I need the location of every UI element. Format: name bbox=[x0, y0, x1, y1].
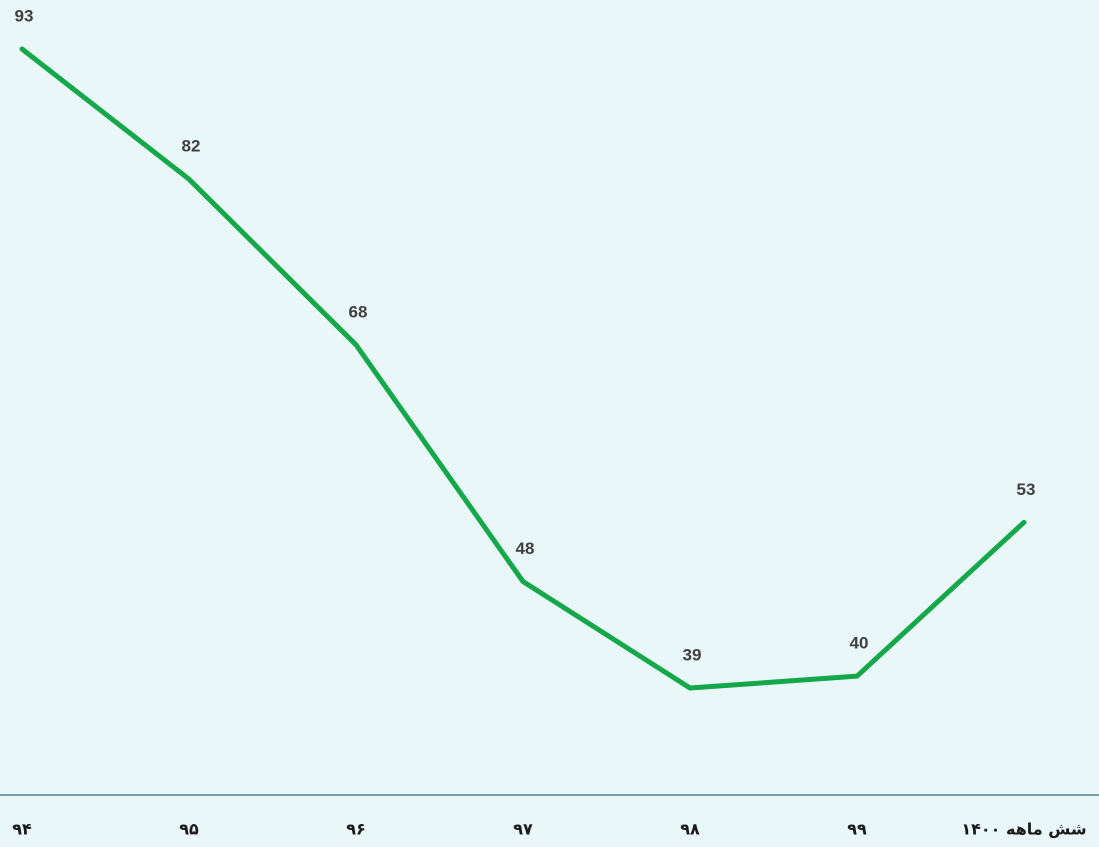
x-tick-label: شش ماهه ۱۴۰۰ bbox=[961, 820, 1086, 839]
x-tick-label: ۹۷ bbox=[513, 820, 533, 839]
x-tick-label: ۹۶ bbox=[346, 820, 366, 839]
data-label: 93 bbox=[15, 6, 34, 25]
x-tick-label: ۹۸ bbox=[680, 820, 700, 839]
x-tick-label: ۹۹ bbox=[847, 820, 867, 839]
x-tick-label: ۹۵ bbox=[179, 820, 199, 839]
data-label: 68 bbox=[349, 302, 368, 321]
x-tick-label: ۹۴ bbox=[12, 820, 32, 839]
line-series bbox=[19, 46, 1027, 691]
data-label: 82 bbox=[182, 137, 201, 156]
data-label: 53 bbox=[1017, 480, 1036, 499]
data-label: 39 bbox=[683, 645, 702, 664]
data-label: 48 bbox=[516, 539, 535, 558]
data-label: 40 bbox=[850, 634, 869, 653]
